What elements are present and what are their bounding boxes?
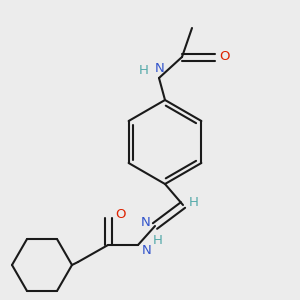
Text: N: N <box>155 62 165 76</box>
Text: N: N <box>142 244 152 256</box>
Text: H: H <box>153 235 163 248</box>
Text: H: H <box>189 196 199 208</box>
Text: O: O <box>220 50 230 64</box>
Text: O: O <box>116 208 126 221</box>
Text: H: H <box>139 64 149 77</box>
Text: N: N <box>141 217 151 230</box>
